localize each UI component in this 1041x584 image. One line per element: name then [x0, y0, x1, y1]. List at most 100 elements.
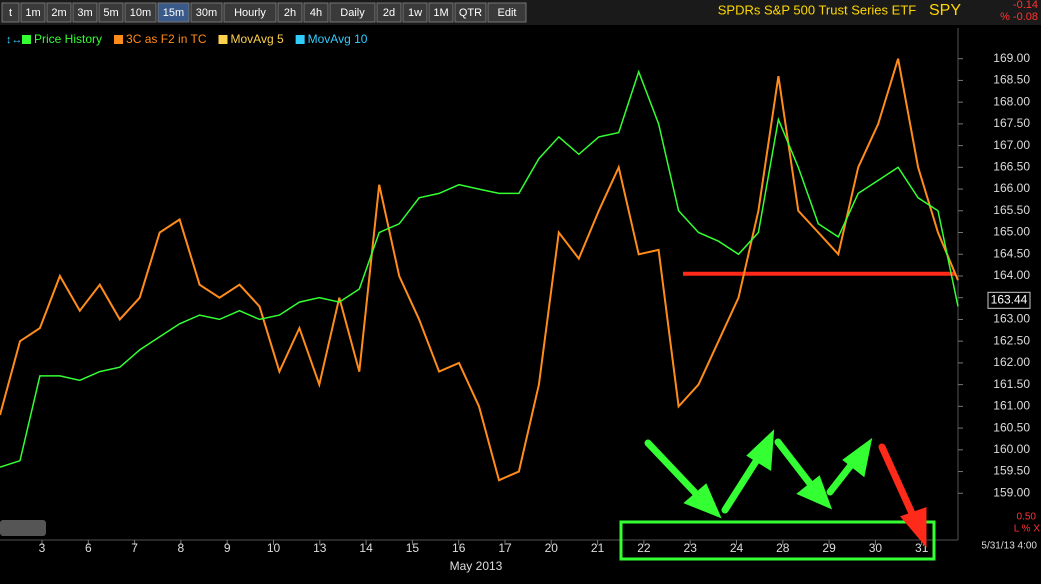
toolbar-button[interactable]	[190, 2, 223, 23]
symbol: SPY	[929, 2, 961, 19]
legend-label: MovAvg 10	[308, 32, 368, 46]
highlight-box	[619, 520, 936, 561]
timestamp: 5/31/13 4:00	[981, 541, 1037, 552]
scrollbar[interactable]	[0, 520, 46, 536]
x-tick-label: 29	[822, 541, 836, 555]
y-tick-label: 159.50	[993, 464, 1030, 478]
y-tick-label: 163.00	[993, 312, 1030, 326]
toolbar-button[interactable]	[223, 2, 277, 23]
x-tick-label: 9	[224, 541, 231, 555]
toolbar-button[interactable]	[1, 2, 20, 23]
y-tick-label: 167.00	[993, 138, 1030, 152]
indicator-scale: 0.50	[1017, 512, 1037, 523]
toolbar-button-label[interactable]: 1m	[25, 7, 40, 19]
legend-swatch	[295, 35, 305, 44]
y-tick-label: 159.00	[993, 485, 1030, 499]
toolbar-button[interactable]	[329, 2, 376, 23]
toolbar-button[interactable]	[487, 2, 527, 23]
arrow	[878, 443, 919, 524]
toolbar-button-label[interactable]: t	[9, 7, 12, 19]
toolbar-button-label[interactable]: 2h	[284, 7, 296, 19]
x-tick-label: 17	[498, 541, 512, 555]
toolbar: t 1m 2m 3m 5m 10m 15m 30m Hourly 2h 4h Daily 2d 1w 1M Q…	[1, 2, 527, 23]
toolbar-button[interactable]	[46, 2, 72, 23]
toolbar-button-label[interactable]: 1M	[433, 7, 448, 19]
y-tick-label: 168.50	[993, 73, 1030, 87]
toolbar-button-label[interactable]: 2d	[383, 7, 395, 19]
toolbar-button[interactable]	[124, 2, 157, 23]
y-tick-label: 165.00	[993, 225, 1030, 239]
arrow-head	[842, 437, 873, 478]
toolbar-button-label[interactable]: 2m	[51, 7, 66, 19]
toolbar-button[interactable]	[303, 2, 329, 23]
series-line	[0, 69, 959, 468]
x-tick-label: 23	[684, 541, 698, 555]
toolbar-button-label[interactable]: 3m	[77, 7, 92, 19]
legend-swatch	[218, 35, 228, 44]
y-tick-label: 164.00	[993, 268, 1030, 282]
y-tick-label: 162.00	[993, 355, 1030, 369]
legend-swatch	[22, 35, 31, 44]
y-tick-label: 162.50	[993, 333, 1030, 347]
toolbar-button-label[interactable]: 10m	[130, 7, 151, 19]
x-tick-label: 15	[406, 541, 420, 555]
legend-label: 3C as F2 in TC	[126, 32, 207, 46]
legend-swatch	[114, 35, 124, 44]
indicator-flags: L % X	[1014, 524, 1041, 535]
annotations	[619, 429, 936, 561]
y-tick-label: 165.50	[993, 203, 1030, 217]
toolbar-button-label[interactable]: 15m	[163, 7, 184, 19]
last-price: 163.44	[991, 292, 1028, 306]
series-line	[0, 58, 959, 482]
y-tick-label: 166.50	[993, 160, 1030, 174]
toolbar-button-label[interactable]: Edit	[498, 7, 517, 19]
toolbar-button[interactable]	[98, 2, 124, 23]
y-tick-label: 161.50	[993, 377, 1030, 391]
x-tick-label: 31	[915, 541, 929, 555]
y-tick-label: 160.50	[993, 420, 1030, 434]
x-tick-label: 24	[730, 541, 744, 555]
toolbar-button-label[interactable]: QTR	[459, 7, 482, 19]
title: SPDRs S&P 500 Trust Series ETF	[718, 2, 916, 17]
y-tick-label: 168.00	[993, 94, 1030, 108]
toolbar-button[interactable]	[428, 2, 454, 23]
toolbar-button-label[interactable]: 1w	[408, 7, 422, 19]
toolbar-button[interactable]	[277, 2, 303, 23]
x-tick-label: 22	[637, 541, 651, 555]
legend-label: Price History	[34, 32, 102, 46]
arrow-head	[683, 483, 722, 519]
toolbar-button-label[interactable]: Daily	[340, 7, 365, 19]
y-tick-label: 166.00	[993, 181, 1030, 195]
x-tick-label: 28	[776, 541, 790, 555]
x-tick-label: 8	[178, 541, 185, 555]
arrow-head	[796, 475, 833, 510]
x-tick-label: 6	[85, 541, 92, 555]
toolbar-button-label[interactable]: 30m	[196, 7, 217, 19]
change-pct: % -0.08	[1000, 11, 1038, 23]
toolbar-button[interactable]	[157, 2, 190, 23]
x-tick-label: 30	[869, 541, 883, 555]
y-tick-label: 160.00	[993, 442, 1030, 456]
toolbar-button[interactable]	[402, 2, 428, 23]
x-axis-label: May 2013	[450, 559, 503, 573]
x-tick-label: 7	[131, 541, 138, 555]
x-tick-label: 14	[359, 541, 373, 555]
arrow-head	[746, 429, 775, 472]
toolbar-button-label[interactable]: 4h	[310, 7, 322, 19]
toolbar-button[interactable]	[454, 2, 487, 23]
toolbar-button[interactable]	[20, 2, 46, 23]
toolbar-button[interactable]	[72, 2, 98, 23]
arrow-head	[900, 507, 927, 548]
toolbar-button-label[interactable]: 5m	[103, 7, 118, 19]
toolbar-button-label[interactable]: Hourly	[234, 7, 266, 19]
y-tick-label: 161.00	[993, 399, 1030, 413]
toolbar-button[interactable]	[376, 2, 402, 23]
legend-icon: ↕↔	[6, 34, 23, 46]
y-tick-label: 164.50	[993, 246, 1030, 260]
x-tick-label: 13	[313, 541, 327, 555]
x-tick-label: 16	[452, 541, 466, 555]
legend-label: MovAvg 5	[231, 32, 284, 46]
arrow	[644, 439, 706, 504]
